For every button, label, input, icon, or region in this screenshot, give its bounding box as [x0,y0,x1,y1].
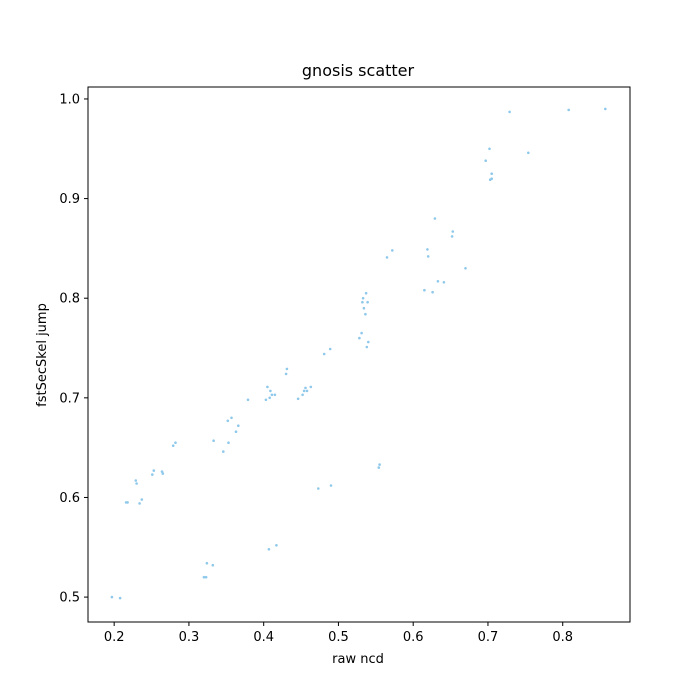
data-point-77 [567,108,570,112]
data-point-40 [305,389,309,393]
data-point-17 [211,563,215,567]
data-point-50 [362,306,366,310]
x-tick-label: 0.5 [328,630,349,645]
data-point-27 [266,385,269,389]
data-point-39 [304,386,307,390]
data-point-76 [527,151,530,155]
x-tick-label: 0.4 [253,630,274,645]
data-point-28 [267,548,271,551]
data-point-68 [451,230,455,233]
data-point-67 [450,235,454,238]
data-point-15 [204,575,208,579]
data-point-6 [138,502,141,505]
data-point-37 [301,393,304,397]
data-point-69 [464,267,467,270]
data-point-21 [227,441,230,445]
data-point-19 [222,450,225,453]
data-point-59 [391,249,394,252]
data-point-71 [488,147,491,151]
x-tick-label: 0.7 [478,630,499,645]
points-layer [110,107,607,600]
data-point-16 [205,561,209,565]
data-point-55 [367,340,370,344]
data-point-65 [436,280,440,283]
data-point-5 [135,482,138,485]
data-point-35 [285,367,289,371]
data-point-33 [275,544,278,547]
data-point-58 [385,256,389,259]
y-tick-label: 0.5 [59,591,80,606]
data-point-42 [317,487,320,490]
chart-title: gnosis scatter [302,61,415,80]
data-point-75 [508,110,511,114]
y-tick-label: 0.8 [59,292,80,307]
data-point-62 [426,255,430,258]
data-point-30 [269,389,272,393]
data-point-14 [202,575,206,579]
data-point-74 [490,177,494,180]
data-point-13 [174,441,177,445]
x-axis-label: raw ncd [332,652,384,667]
data-point-41 [309,385,313,389]
data-point-51 [364,312,367,316]
x-tick-label: 0.3 [179,630,200,645]
x-tick-label: 0.8 [552,630,573,645]
data-point-10 [160,470,164,473]
data-point-32 [273,393,277,397]
x-axis: 0.2 0.3 0.4 0.5 0.6 0.7 0.8 [104,622,573,645]
data-point-0 [110,595,114,599]
y-axis: 0.5 0.6 0.7 0.8 0.9 1.0 [59,92,88,606]
data-point-23 [234,430,238,434]
data-point-31 [270,393,274,397]
data-point-78 [604,107,607,111]
data-point-63 [431,290,434,294]
data-point-25 [246,398,250,402]
data-point-18 [212,439,215,443]
data-point-9 [152,469,156,472]
y-tick-label: 1.0 [59,92,80,107]
data-point-29 [268,396,272,400]
data-point-47 [360,331,363,335]
data-point-20 [226,419,230,423]
data-point-43 [322,352,326,356]
data-point-26 [264,398,268,402]
data-point-56 [377,466,381,469]
data-point-54 [366,300,369,304]
data-point-48 [361,300,364,304]
data-point-3 [126,501,129,504]
data-point-34 [284,372,288,376]
data-point-38 [302,389,306,393]
data-point-7 [140,498,144,501]
data-point-36 [296,397,300,401]
data-point-60 [423,288,426,292]
data-point-4 [134,479,138,482]
y-tick-label: 0.9 [59,192,80,207]
data-point-12 [171,444,175,448]
data-point-57 [378,463,381,466]
data-point-53 [365,345,369,349]
data-point-52 [364,291,368,295]
data-point-8 [151,473,154,476]
y-tick-label: 0.7 [59,391,80,406]
plot-frame [87,86,631,623]
data-point-73 [490,172,494,175]
y-axis-label: fstSecSkel jump [35,303,50,407]
data-point-44 [328,347,332,351]
y-tick-label: 0.6 [59,491,80,506]
data-point-61 [426,248,429,251]
data-point-49 [361,296,365,300]
data-point-66 [442,281,446,284]
x-tick-label: 0.6 [403,630,424,645]
x-tick-label: 0.2 [104,630,125,645]
data-point-22 [230,416,233,420]
data-point-46 [358,336,361,340]
data-point-1 [118,596,122,600]
data-point-70 [484,159,488,162]
data-point-45 [329,484,333,487]
data-point-11 [161,472,165,475]
data-point-64 [433,217,437,220]
data-point-24 [237,424,240,428]
